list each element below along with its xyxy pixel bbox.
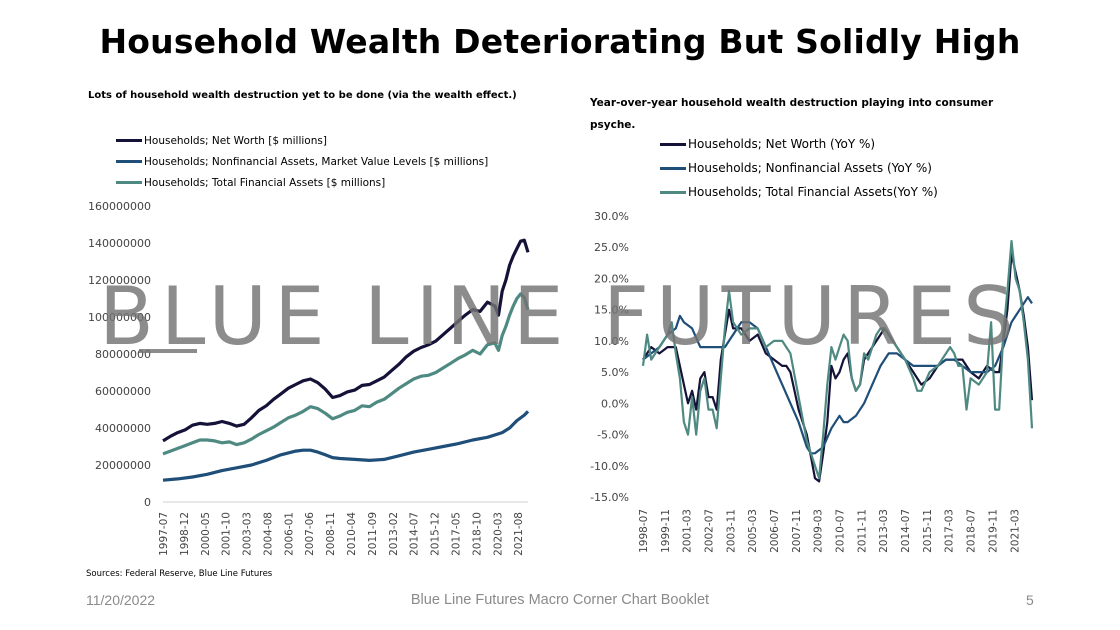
- legend-label: Households; Nonfinancial Assets (YoY %): [688, 161, 932, 175]
- legend-item-net-worth: Households; Net Worth [$ millions]: [116, 130, 488, 151]
- x-tick-label: 1997-07: [158, 512, 170, 556]
- y-tick-label: 5.0%: [601, 366, 629, 379]
- x-tick-label: 2003-11: [725, 509, 737, 553]
- left-chart-title: Lots of household wealth destruction yet…: [88, 90, 517, 101]
- x-tick-label: 2013-03: [878, 509, 890, 553]
- x-tick-label: 2010-07: [835, 509, 847, 553]
- x-tick-label: 2001-10: [221, 512, 233, 556]
- legend-swatch-net-worth: [116, 139, 142, 142]
- legend-swatch-financial: [116, 181, 142, 184]
- legend-swatch-nonfinancial: [116, 160, 142, 163]
- x-tick-label: 2010-04: [346, 512, 358, 556]
- y-tick-label: -5.0%: [597, 429, 629, 442]
- y-tick-label: 20.0%: [594, 272, 629, 285]
- x-tick-label: 2011-11: [856, 509, 868, 553]
- legend-swatch-net-worth: [660, 142, 686, 146]
- legend-swatch-financial: [660, 190, 686, 194]
- x-tick-label: 2020-03: [492, 512, 504, 556]
- series-line: [162, 410, 530, 482]
- footer-title: Blue Line Futures Macro Corner Chart Boo…: [410, 592, 710, 608]
- source-note: Sources: Federal Reserve, Blue Line Futu…: [86, 569, 273, 579]
- x-tick-label: 2001-03: [682, 509, 694, 553]
- legend-label: Households; Net Worth (YoY %): [688, 137, 876, 151]
- y-tick-label: 40000000: [95, 422, 151, 435]
- x-tick-label: 2009-03: [813, 509, 825, 553]
- legend-item-net-worth-yoy: Households; Net Worth (YoY %): [660, 132, 938, 156]
- y-tick-label: -15.0%: [590, 491, 629, 504]
- y-tick-label: 80000000: [95, 348, 151, 361]
- x-tick-label: 2014-07: [409, 512, 421, 556]
- y-tick-label: 20000000: [95, 459, 151, 472]
- footer-date: 11/20/2022: [86, 592, 156, 608]
- legend-label: Households; Total Financial Assets [$ mi…: [144, 176, 386, 189]
- y-tick-label: 10.0%: [594, 335, 629, 348]
- x-tick-label: 1998-07: [638, 509, 650, 553]
- y-tick-label: 30.0%: [594, 210, 629, 223]
- x-tick-label: 1998-12: [179, 512, 191, 556]
- x-tick-label: 2007-06: [304, 512, 316, 556]
- x-tick-label: 2011-09: [367, 512, 379, 556]
- series-line: [641, 239, 1034, 480]
- x-tick-label: 2006-01: [283, 512, 295, 556]
- page-number: 5: [1026, 592, 1034, 608]
- legend-label: Households; Net Worth [$ millions]: [144, 134, 327, 147]
- x-tick-label: 2021-03: [1009, 509, 1021, 553]
- x-tick-label: 2005-03: [747, 509, 759, 553]
- series-line: [162, 238, 530, 443]
- legend-swatch-nonfinancial: [660, 166, 686, 170]
- watermark-underline: [139, 349, 197, 353]
- y-tick-label: 140000000: [88, 237, 151, 250]
- y-tick-label: 160000000: [88, 200, 151, 213]
- x-tick-label: 1999-11: [660, 509, 672, 553]
- x-tick-label: 2002-07: [704, 509, 716, 553]
- legend-item-nonfinancial-yoy: Households; Nonfinancial Assets (YoY %): [660, 156, 938, 180]
- y-tick-label: 60000000: [95, 385, 151, 398]
- legend-item-nonfinancial: Households; Nonfinancial Assets, Market …: [116, 151, 488, 172]
- page-title: Household Wealth Deteriorating But Solid…: [99, 22, 1021, 61]
- y-tick-label: 25.0%: [594, 241, 629, 254]
- x-tick-label: 2000-05: [200, 512, 212, 556]
- x-tick-label: 2018-10: [471, 512, 483, 556]
- x-tick-label: 2018-07: [966, 509, 978, 553]
- legend-item-financial: Households; Total Financial Assets [$ mi…: [116, 172, 488, 193]
- watermark-text: BLUE LINE FUTURES: [99, 270, 1021, 363]
- x-tick-label: 2008-11: [325, 512, 337, 556]
- legend-item-financial-yoy: Households; Total Financial Assets(YoY %…: [660, 180, 938, 204]
- y-tick-label: 120000000: [88, 274, 151, 287]
- right-chart-title: Year-over-year household wealth destruct…: [590, 97, 994, 131]
- series-line: [162, 292, 530, 456]
- y-tick-label: 100000000: [88, 311, 151, 324]
- x-tick-label: 2014-07: [900, 509, 912, 553]
- x-tick-label: 2017-03: [944, 509, 956, 553]
- series-line: [642, 296, 1033, 455]
- legend-label: Households; Total Financial Assets(YoY %…: [688, 185, 938, 199]
- x-tick-label: 2021-08: [513, 512, 525, 556]
- x-tick-label: 2003-03: [242, 512, 254, 556]
- x-tick-label: 2004-08: [262, 512, 274, 556]
- y-tick-label: 15.0%: [594, 304, 629, 317]
- x-tick-label: 2017-05: [450, 512, 462, 556]
- x-tick-label: 2015-12: [430, 512, 442, 556]
- right-chart-legend: Households; Net Worth (YoY %) Households…: [660, 132, 938, 204]
- legend-label: Households; Nonfinancial Assets, Market …: [144, 155, 489, 168]
- x-tick-label: 2015-11: [922, 509, 934, 553]
- x-tick-label: 2019-11: [987, 509, 999, 553]
- left-chart-legend: Households; Net Worth [$ millions] House…: [116, 130, 488, 193]
- y-tick-label: 0: [144, 496, 151, 509]
- x-tick-label: 2013-02: [388, 512, 400, 556]
- y-tick-label: -10.0%: [590, 460, 629, 473]
- x-tick-label: 2007-11: [791, 509, 803, 553]
- y-tick-label: 0.0%: [601, 397, 629, 410]
- x-tick-label: 2006-07: [769, 509, 781, 553]
